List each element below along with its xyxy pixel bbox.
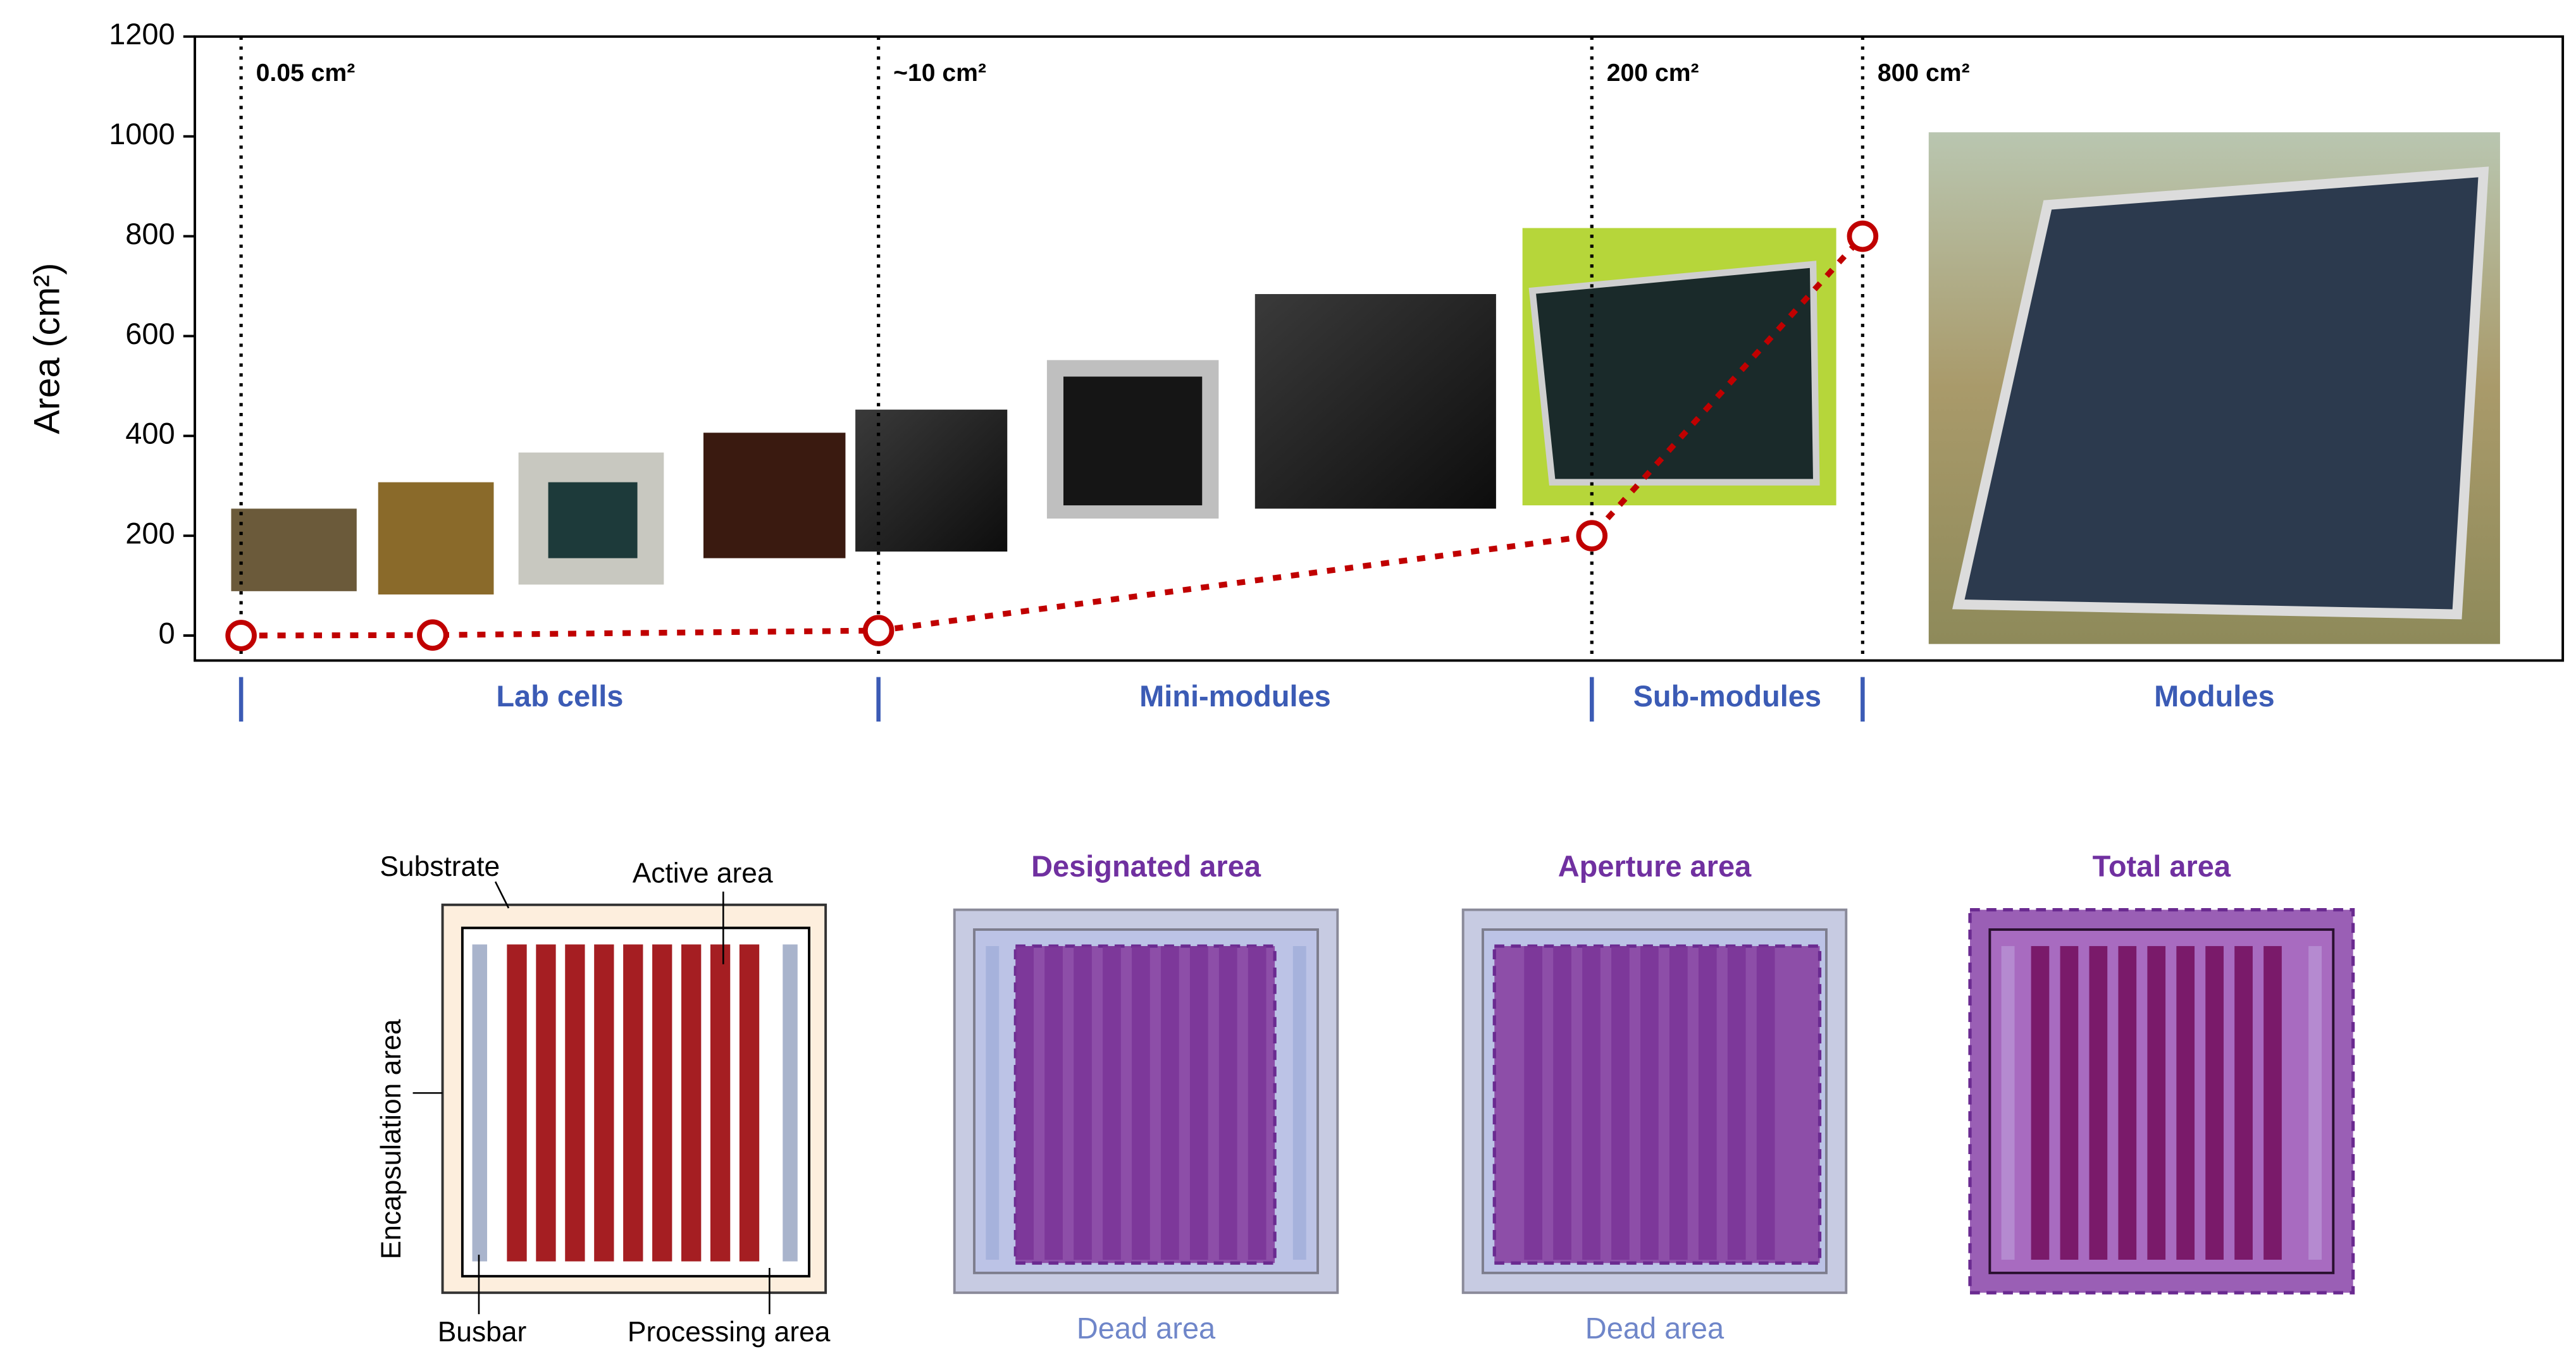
y-tick-label: 0 [159,616,175,649]
strip [1218,946,1237,1260]
point [225,620,257,651]
strip [1132,946,1150,1260]
y-tick-label: 200 [125,517,175,550]
label: Encapsulation area [376,1019,407,1259]
strip [1161,946,1179,1260]
strip [2118,946,2137,1260]
active-strips [507,944,760,1262]
strip [2263,946,2282,1260]
strip [652,944,672,1262]
strip [507,944,527,1262]
annotation: 800 cm² [1878,59,1970,87]
annotation: 0.05 cm² [256,59,356,87]
strip [2031,946,2050,1260]
point [1847,220,1879,252]
panel-caption: Dead area [1077,1312,1216,1345]
photo [1952,166,2489,620]
y-tick-label: 400 [125,417,175,450]
annotation: 200 cm² [1607,59,1699,87]
busbar [1292,946,1306,1260]
busbar [2308,946,2322,1260]
strip [2234,946,2253,1260]
strip [2205,946,2224,1260]
point [1576,520,1608,551]
y-tick-label: 1200 [109,17,175,51]
y-tick-label: 800 [125,217,175,250]
plot-frame [194,35,2565,662]
strip [594,944,614,1262]
panel-title: Total area [2093,849,2231,883]
photo [231,508,357,591]
strip [1582,946,1601,1260]
strip [536,944,556,1262]
busbar [2001,946,2015,1260]
strip [2089,946,2108,1260]
category-label: Mini-modules [1139,679,1331,713]
point [417,619,449,651]
strip [1756,946,1775,1260]
strip [1248,946,1266,1260]
label: Substrate [380,851,500,882]
busbar [783,944,798,1262]
category-label: Lab cells [496,679,623,713]
strip [565,944,585,1262]
strip [1103,946,1121,1260]
label: Active area [633,858,773,889]
strip [739,944,760,1262]
strip [1669,946,1688,1260]
device-photos [231,132,2500,644]
point [862,615,895,646]
strip [1640,946,1659,1260]
photo [855,409,1008,552]
strip [1189,946,1208,1260]
category-label: Sub-modules [1633,679,1821,713]
strip [1044,946,1063,1260]
strip [1611,946,1630,1260]
strip [1524,946,1542,1260]
strip [681,944,702,1262]
area-panels: Designated area Dead area Aperture area Dea… [953,849,2355,1345]
annotation: ~10 cm² [893,59,986,87]
y-tick-label: 1000 [109,117,175,151]
label: Busbar [438,1317,527,1348]
schematic: Substrate Active area Encapsulation area… [376,851,831,1348]
photo [1254,294,1496,509]
panel-title: Designated area [1031,849,1261,883]
strip [1553,946,1571,1260]
busbar [986,946,1000,1260]
strip [623,944,643,1262]
y-axis-label: Area (cm²) [27,263,67,434]
panel-caption: Dead area [1585,1312,1725,1345]
leader [494,881,510,909]
photo [548,482,638,558]
photo [1063,376,1203,506]
photo [703,433,846,558]
category-label: Modules [2154,679,2275,713]
strip [1727,946,1746,1260]
strip [1698,946,1717,1260]
panel-title: Aperture area [1558,849,1752,883]
strip [2060,946,2079,1260]
strip [1015,946,1034,1260]
photo [378,482,494,595]
label: Processing area [628,1317,831,1348]
busbar [472,944,488,1262]
strip [1074,946,1092,1260]
strip [2176,946,2195,1260]
y-tick-label: 600 [125,317,175,350]
photo [1528,261,1820,486]
strip [710,944,731,1262]
chart: 0 200 400 600 800 1000 1200 0.05 cm² ~10 cm² 200 … [109,17,2275,722]
strip [2147,946,2166,1260]
